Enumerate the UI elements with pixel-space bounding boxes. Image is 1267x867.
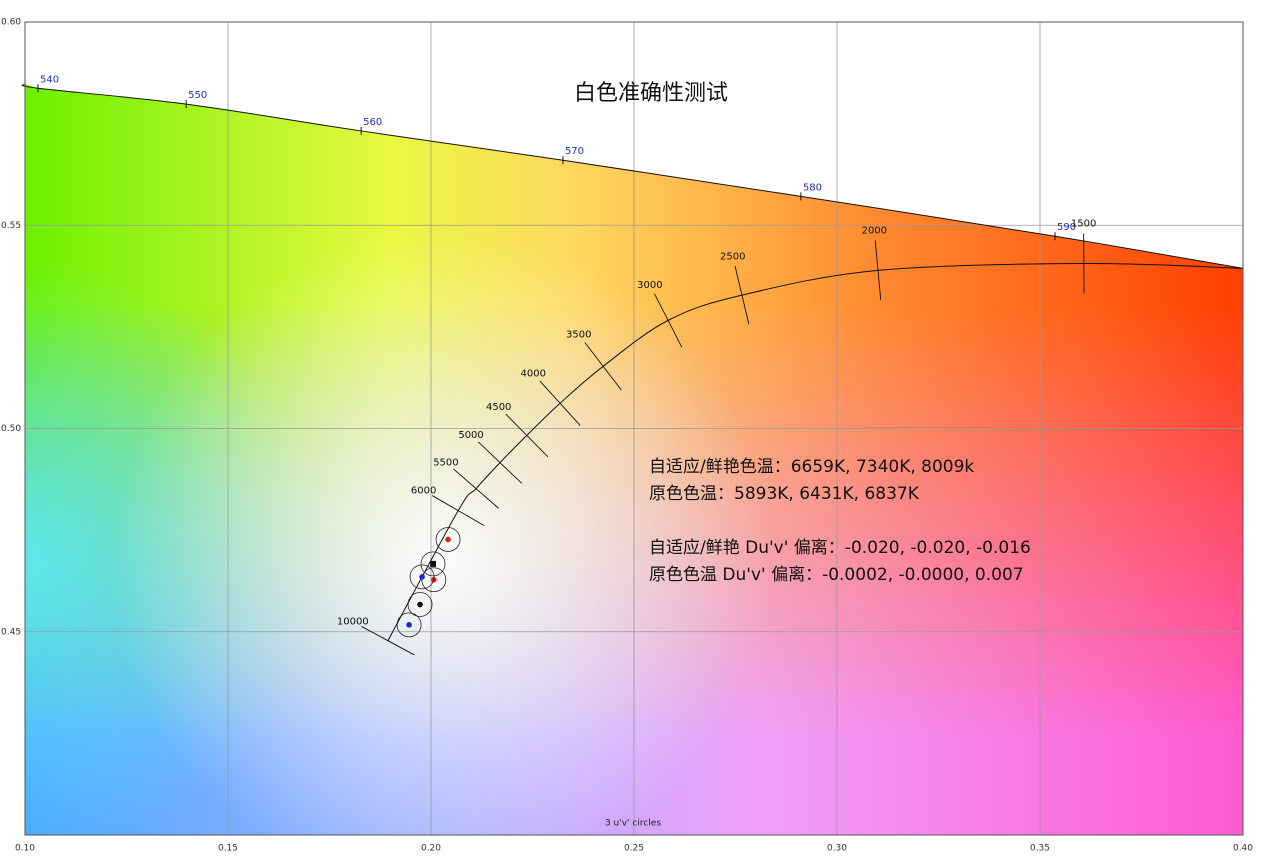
plot-frame bbox=[24, 21, 1244, 836]
tolerance-circle bbox=[407, 592, 433, 617]
cct-tick bbox=[505, 413, 549, 458]
cct-tick bbox=[734, 265, 750, 325]
cct-tick bbox=[453, 468, 499, 509]
wavelength-label: 570 bbox=[565, 146, 584, 157]
cct-label: 5000 bbox=[458, 430, 483, 441]
y-tick-label: 0.50 bbox=[1, 424, 21, 434]
cct-tick bbox=[584, 342, 622, 391]
wavelength-label: 590 bbox=[1057, 222, 1076, 233]
y-tick-label: 0.60 bbox=[1, 18, 21, 28]
measurement-point bbox=[419, 574, 425, 580]
x-tick-label: 0.10 bbox=[15, 844, 35, 854]
cct-tick bbox=[361, 626, 415, 656]
x-tick-label: 0.20 bbox=[421, 844, 441, 854]
y-tick-label: 0.55 bbox=[1, 221, 21, 231]
x-tick-label: 0.35 bbox=[1030, 844, 1050, 854]
tolerance-circle bbox=[409, 564, 435, 590]
cct-label: 3000 bbox=[637, 280, 662, 291]
note: 自适应/鲜艳 Du'v' 偏离：-0.020, -0.020, -0.016 bbox=[649, 538, 1031, 558]
cct-tick bbox=[477, 441, 523, 484]
cct-tick bbox=[654, 293, 683, 348]
wavelength-label: 580 bbox=[803, 182, 822, 193]
cct-label: 4500 bbox=[486, 402, 511, 413]
measurement-point bbox=[430, 560, 437, 567]
tolerance-circle bbox=[396, 612, 422, 638]
circle-note: 3 u'v' circles bbox=[605, 819, 661, 829]
tolerance-circle bbox=[435, 527, 461, 552]
cct-tick bbox=[432, 495, 485, 527]
cct-label: 6000 bbox=[411, 486, 436, 497]
note: 原色色温 Du'v' 偏离：-0.0002, -0.0000, 0.007 bbox=[649, 565, 1024, 585]
x-tick-label: 0.15 bbox=[218, 844, 238, 854]
note: 自适应/鲜艳色温：6659K, 7340K, 8009k bbox=[649, 457, 974, 477]
chart-title: 白色准确性测试 bbox=[574, 81, 728, 106]
measurement-point bbox=[417, 601, 423, 608]
cct-label: 2500 bbox=[720, 251, 745, 262]
x-tick-label: 0.30 bbox=[827, 844, 847, 854]
note: 原色色温：5893K, 6431K, 6837K bbox=[649, 484, 920, 504]
cct-label: 4000 bbox=[521, 369, 546, 380]
cct-tick bbox=[539, 380, 581, 426]
y-tick-label: 0.45 bbox=[1, 627, 21, 637]
measurement-point bbox=[445, 536, 451, 543]
spectral-locus bbox=[21, 83, 1244, 269]
cct-label: 5500 bbox=[433, 457, 458, 468]
tolerance-circle bbox=[420, 551, 446, 577]
planckian-locus bbox=[387, 262, 1244, 641]
wavelength-label: 550 bbox=[188, 90, 207, 101]
wavelength-label: 540 bbox=[40, 74, 59, 85]
cct-label: 3500 bbox=[566, 330, 591, 341]
x-tick-label: 0.40 bbox=[1233, 844, 1253, 854]
cct-label: 2000 bbox=[862, 226, 887, 237]
wavelength-label: 560 bbox=[363, 117, 382, 128]
cct-tick bbox=[874, 240, 882, 301]
tolerance-circle bbox=[421, 567, 447, 593]
measurement-point bbox=[406, 622, 412, 628]
cct-label: 10000 bbox=[337, 617, 369, 628]
x-tick-label: 0.25 bbox=[624, 844, 644, 854]
cct-label: 1500 bbox=[1071, 218, 1096, 229]
